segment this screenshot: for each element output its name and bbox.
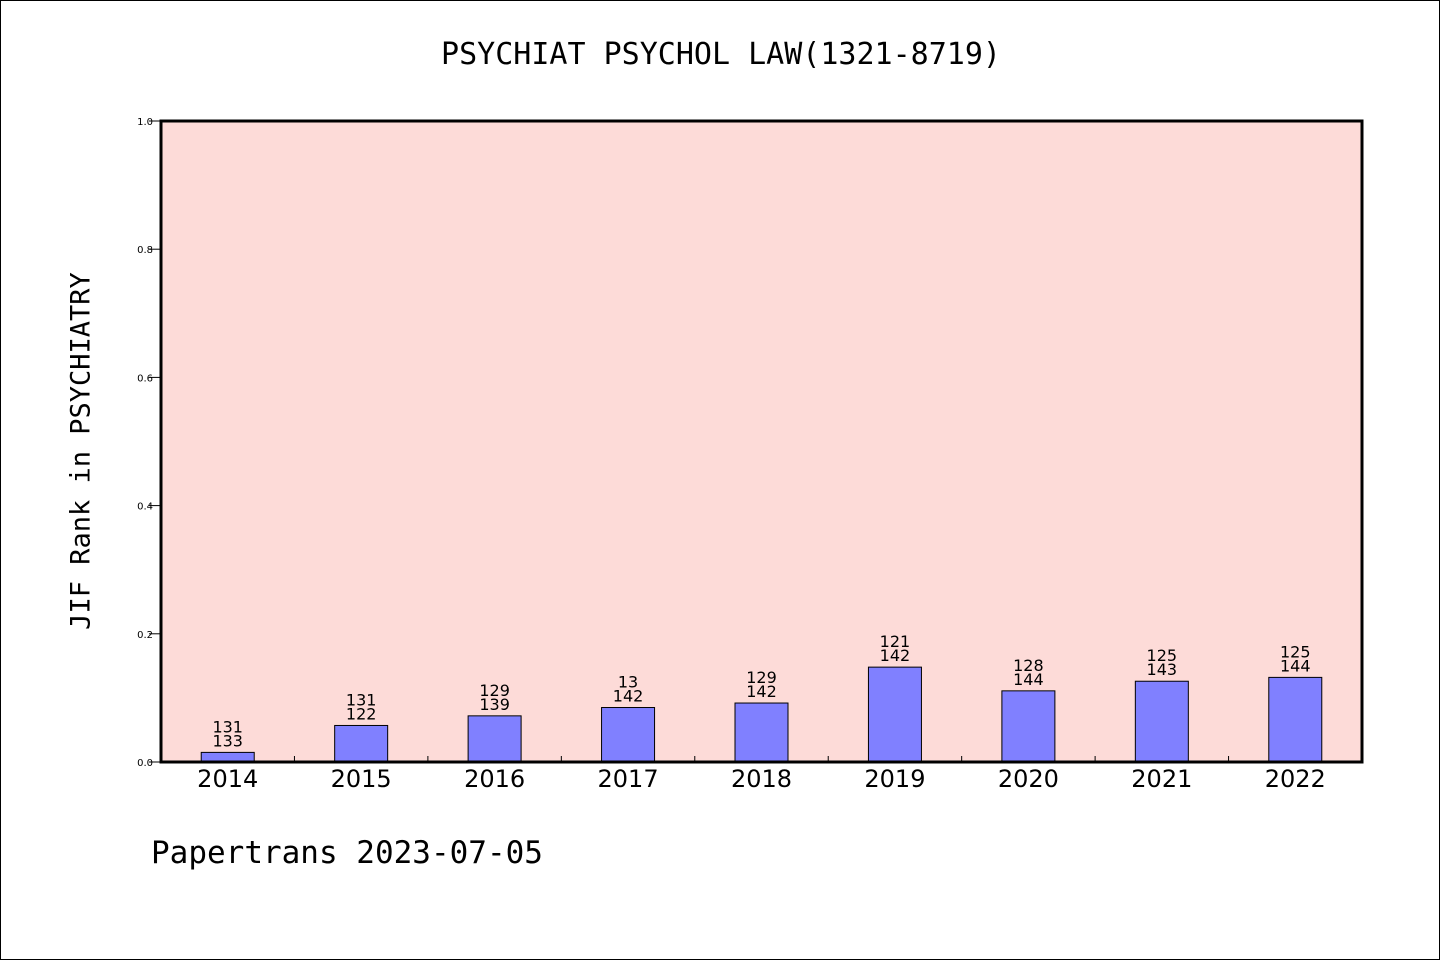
x-tick-label: 2014 (197, 765, 258, 793)
bar-label-top: 121 (880, 632, 911, 651)
x-tick-label: 2020 (998, 765, 1059, 793)
bar-label-bottom: 142 (613, 687, 644, 706)
bar-label-top: 131 (212, 717, 243, 736)
bar-label-bottom: 133 (212, 731, 243, 750)
bar-label-top: 128 (1013, 656, 1044, 675)
y-tick-label: 0.8 (137, 245, 153, 256)
x-tick-label: 2015 (331, 765, 392, 793)
bar-2020 (1001, 690, 1056, 763)
x-tick-label: 2016 (464, 765, 525, 793)
bar-2015 (334, 724, 389, 763)
chart-title: PSYCHIAT PSYCHOL LAW(1321-8719) (441, 37, 1001, 72)
bar-label-bottom: 142 (746, 682, 777, 701)
bar-2019 (867, 666, 922, 763)
x-tick-label: 2021 (1131, 765, 1192, 793)
plot-background (161, 121, 1362, 762)
y-tick-label: 0.6 (137, 373, 153, 384)
y-tick-label: 1.0 (137, 117, 153, 128)
x-tick-label: 2019 (864, 765, 925, 793)
plot-border (159, 119, 1364, 764)
footer-credit: Papertrans 2023-07-05 (151, 835, 543, 871)
bar-label-bottom: 144 (1280, 656, 1311, 675)
bar-label-bottom: 143 (1147, 660, 1178, 679)
bar-label-top: 13 (618, 673, 638, 692)
bar-label-top: 125 (1147, 646, 1178, 665)
bar-label-top: 125 (1280, 642, 1311, 661)
bar-2017 (601, 707, 656, 763)
bar-2021 (1134, 680, 1189, 763)
bar-label-bottom: 122 (346, 704, 377, 723)
y-tick-label: 0.0 (137, 758, 153, 769)
y-tick-label: 0.4 (137, 502, 153, 513)
y-tick-label: 0.2 (137, 630, 153, 641)
x-tick-label: 2018 (731, 765, 792, 793)
bar-label-bottom: 139 (479, 695, 510, 714)
bar-label-bottom: 142 (880, 646, 911, 665)
bar-label-bottom: 144 (1013, 670, 1044, 689)
bar-label-top: 129 (479, 681, 510, 700)
bar-label-top: 131 (346, 690, 377, 709)
x-tick-label: 2017 (598, 765, 659, 793)
bar-2016 (467, 715, 522, 763)
x-tick-label: 2022 (1265, 765, 1326, 793)
bar-2022 (1268, 676, 1323, 763)
bar-2018 (734, 702, 789, 763)
bar-label-top: 129 (746, 668, 777, 687)
